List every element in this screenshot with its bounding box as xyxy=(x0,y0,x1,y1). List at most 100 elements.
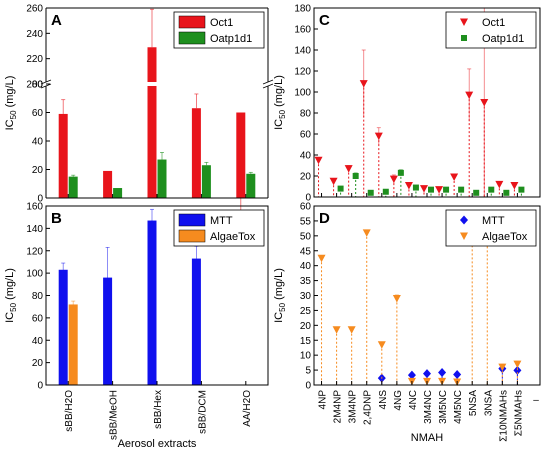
point-AlgaeTox-2 xyxy=(347,326,356,334)
y-axis-label-sub: 50 xyxy=(278,302,287,311)
y-tick-label: 140 xyxy=(294,46,311,57)
legend-box xyxy=(445,209,537,247)
point-Oatp1d1-7 xyxy=(428,186,434,193)
y-tick-label: 220 xyxy=(26,54,43,65)
point-Oatp1d1-12 xyxy=(503,189,510,196)
y-tick-label: 120 xyxy=(294,67,311,78)
point-Oct1-6 xyxy=(404,181,413,190)
point-Oatp1d1-6 xyxy=(412,184,419,191)
y-axis-label-unit: (mg/L) xyxy=(4,268,16,303)
y-tick-label: 40 xyxy=(32,137,44,148)
x-tick-label-extra: – xyxy=(533,395,539,406)
legend-marker-0 xyxy=(460,215,468,225)
y-tick-label: 260 xyxy=(26,4,43,15)
bar-MTT-1 xyxy=(103,277,113,385)
y-axis-label: IC50 (mg/L) xyxy=(273,268,287,323)
legend-marker-1 xyxy=(461,35,467,41)
y-axis-label-unit: (mg/L) xyxy=(273,268,285,303)
point-Oatp1d1-13 xyxy=(518,186,525,193)
x-axis-label: Aerosol extracts xyxy=(118,438,197,450)
y-tick-label: 180 xyxy=(294,4,311,15)
y-tick-label: 120 xyxy=(26,246,43,257)
legend-label-1: AlgaeTox xyxy=(482,231,528,243)
panel-letter-D: D xyxy=(319,210,330,227)
point-Oct1-10 xyxy=(465,91,474,100)
bar-Oct1-1 xyxy=(103,170,113,198)
y-tick-label: 20 xyxy=(300,172,312,183)
y-tick-label: 140 xyxy=(26,224,43,235)
legend-label-0: Oct1 xyxy=(482,17,505,29)
x-tick-label: 2,4DNP xyxy=(363,390,374,425)
y-tick-label: 40 xyxy=(300,151,312,162)
y-tick-label: 5 xyxy=(305,366,311,377)
panel-letter-C: C xyxy=(319,12,330,29)
bar-Oatp1d1-4 xyxy=(246,173,256,198)
bar-MTT-3 xyxy=(191,258,201,385)
x-tick-label: 3M5NC xyxy=(438,390,449,424)
y-tick-label: 200 xyxy=(26,80,43,91)
point-Oct1-1 xyxy=(329,177,338,186)
legend-label-0: Oct1 xyxy=(210,17,233,29)
point-Oct1-4 xyxy=(374,132,383,141)
axis-break-gap xyxy=(40,82,274,86)
y-tick-label: 30 xyxy=(300,291,312,302)
legend-label-1: AlgaeTox xyxy=(210,231,256,243)
y-tick-label: 60 xyxy=(300,202,312,213)
point-Oct1-2 xyxy=(344,165,353,173)
legend-swatch-1 xyxy=(178,31,206,45)
y-tick-label: 20 xyxy=(32,165,44,176)
y-tick-label: 0 xyxy=(37,194,43,205)
y-tick-label: 20 xyxy=(300,321,312,332)
point-MTT-8 xyxy=(438,367,447,377)
y-tick-label: 100 xyxy=(294,88,311,99)
bar-Oatp1d1-1 xyxy=(113,188,123,198)
bar-Oatp1d1-2 xyxy=(157,159,167,198)
x-tick-label: Σ10NMAHs xyxy=(498,390,509,442)
y-tick-label: 25 xyxy=(300,306,312,317)
y-tick-label: 55 xyxy=(300,216,312,227)
y-axis-label-unit: (mg/L) xyxy=(273,75,285,110)
x-axis-label: NMAH xyxy=(411,432,443,444)
point-Oatp1d1-1 xyxy=(337,185,344,192)
legend-label-1: Oatp1d1 xyxy=(482,33,524,45)
point-Oct1-3 xyxy=(359,80,368,88)
point-AlgaeTox-0 xyxy=(317,254,326,263)
panel-letter-A: A xyxy=(51,12,62,29)
legend-marker-1 xyxy=(460,232,468,240)
y-tick-label: 100 xyxy=(26,269,43,280)
point-MTT-9 xyxy=(453,370,462,380)
y-tick-label: 80 xyxy=(32,80,44,91)
x-tick-label: sBB/MeOH xyxy=(109,390,120,440)
point-AlgaeTox-5 xyxy=(392,294,401,303)
x-tick-label: Σ5NMAHs xyxy=(513,390,524,436)
point-AlgaeTox-4 xyxy=(377,341,386,349)
y-axis-label-unit: (mg/L) xyxy=(4,76,16,111)
point-AlgaeTox-13 xyxy=(513,360,522,369)
y-tick-label: 160 xyxy=(294,25,311,36)
point-MTT-7 xyxy=(423,369,431,379)
y-tick-label: 160 xyxy=(26,202,43,213)
legend-box xyxy=(445,11,537,49)
point-Oct1-9 xyxy=(450,173,459,182)
point-Oct1-11 xyxy=(480,99,489,107)
point-MTT-6 xyxy=(407,370,416,380)
point-Oatp1d1-4 xyxy=(382,188,389,195)
y-tick-label: 15 xyxy=(300,336,312,347)
bar-Oatp1d1-0 xyxy=(68,176,78,198)
point-Oatp1d1-2 xyxy=(352,173,359,179)
y-axis-label-main: IC xyxy=(4,312,16,323)
bar-Oatp1d1-3 xyxy=(201,165,211,198)
legend-label-0: MTT xyxy=(482,215,505,227)
panel-letter-B: B xyxy=(51,210,62,227)
legend-marker-0 xyxy=(460,18,468,26)
y-tick-label: 60 xyxy=(32,108,44,119)
y-tick-label: 0 xyxy=(305,193,311,204)
bar-Oct1-3 xyxy=(191,108,201,198)
x-tick-label: sBB/DCM xyxy=(197,390,208,434)
x-tick-label: sBB/H2O xyxy=(64,390,75,432)
point-Oct1-8 xyxy=(435,186,444,194)
x-tick-label: 2M4NP xyxy=(333,390,344,424)
bar-Oct1-2 xyxy=(147,47,157,199)
x-tick-label: 3M4NC xyxy=(423,390,434,424)
